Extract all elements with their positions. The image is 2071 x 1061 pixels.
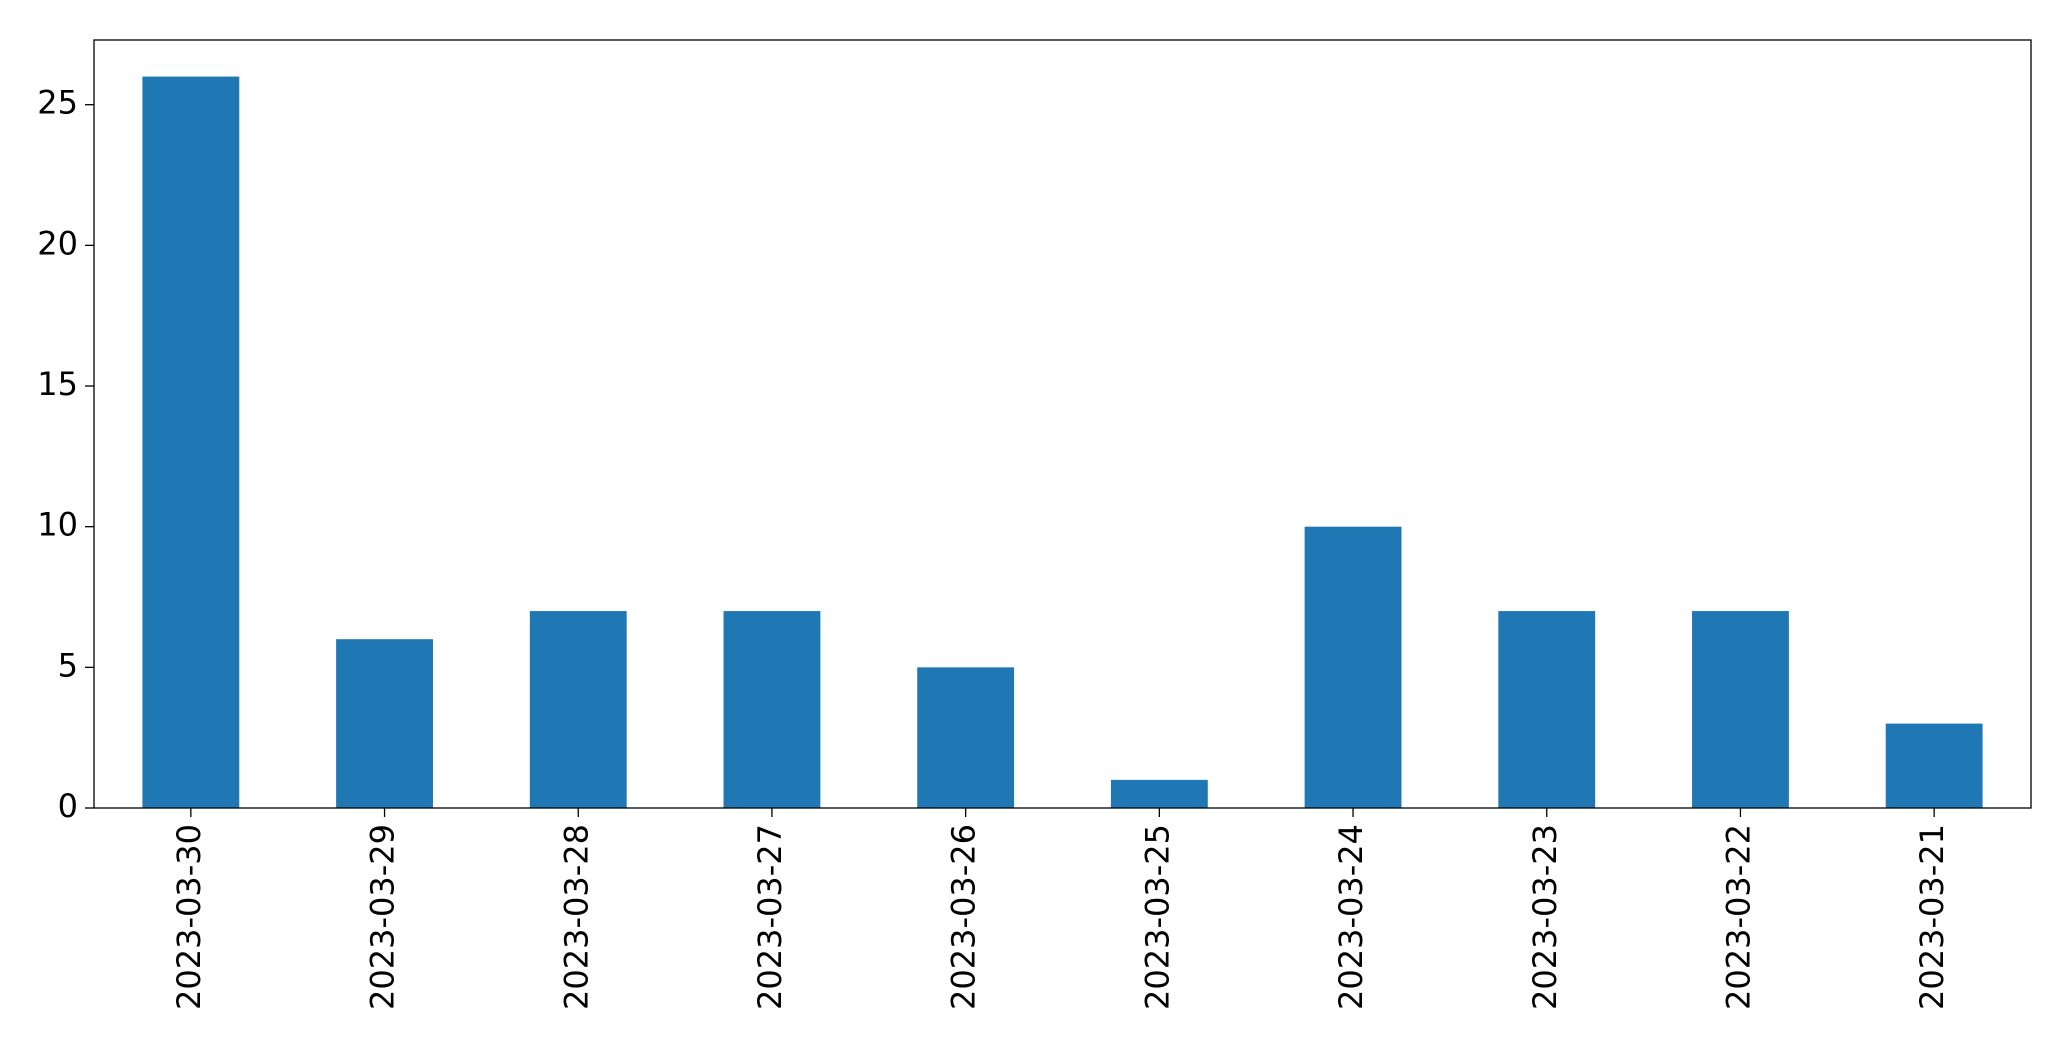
x-tick-label: 2023-03-23 [1526, 824, 1564, 1010]
x-tick-label: 2023-03-28 [557, 824, 595, 1010]
x-tick-label: 2023-03-29 [364, 824, 402, 1010]
bar [1304, 526, 1402, 808]
bar [723, 611, 821, 808]
x-tick-label: 2023-03-30 [170, 824, 208, 1010]
y-tick-label: 25 [37, 84, 78, 122]
y-tick-label: 20 [37, 224, 78, 262]
bar [1885, 723, 1983, 808]
y-tick-label: 5 [58, 646, 78, 684]
y-tick-label: 0 [58, 787, 78, 825]
y-tick-label: 15 [37, 365, 78, 403]
bar [1498, 611, 1596, 808]
bar [529, 611, 627, 808]
plot-frame [93, 39, 2032, 809]
x-tick-label: 2023-03-24 [1332, 824, 1370, 1010]
bar [336, 639, 433, 808]
y-tick-label: 10 [37, 506, 78, 544]
x-tick-label: 2023-03-21 [1913, 824, 1951, 1010]
x-tick-label: 2023-03-27 [751, 824, 789, 1010]
x-tick-label: 2023-03-26 [945, 824, 983, 1010]
bar [917, 667, 1015, 808]
bar [142, 76, 240, 809]
bar [1692, 611, 1789, 808]
x-tick-label: 2023-03-22 [1719, 824, 1757, 1010]
x-tick-label: 2023-03-25 [1138, 824, 1176, 1010]
bar [1110, 779, 1208, 808]
